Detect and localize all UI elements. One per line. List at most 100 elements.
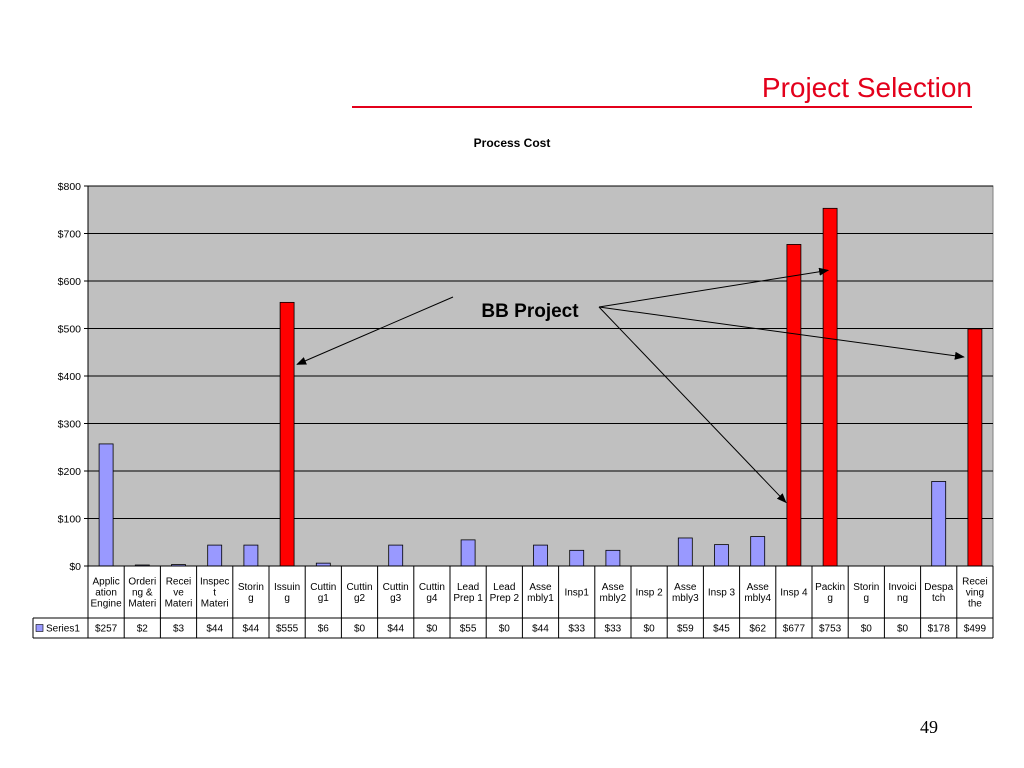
value-label: $0 — [354, 624, 366, 635]
bar-5 — [279, 301, 295, 567]
category-label: Asse — [674, 582, 697, 593]
category-label: g2 — [354, 593, 366, 604]
category-label: Engine — [91, 599, 123, 610]
category-label: g1 — [318, 593, 330, 604]
value-label: $0 — [499, 624, 511, 635]
value-label: $44 — [206, 624, 223, 635]
value-label: $0 — [897, 624, 909, 635]
category-label: g — [864, 593, 870, 604]
category-label: g — [284, 593, 290, 604]
bar-23 — [931, 481, 947, 567]
value-label: $44 — [243, 624, 260, 635]
process-cost-chart: Process Cost $0$100$200$300$400$500$600$… — [32, 136, 994, 639]
category-label: Storin — [238, 582, 264, 593]
category-label: Lead — [457, 582, 479, 593]
category-label: Prep 1 — [453, 593, 483, 604]
category-label: Issuin — [274, 582, 300, 593]
annotation-label: BB Project — [481, 301, 579, 322]
category-label: Materi — [201, 599, 229, 610]
bar-17 — [714, 544, 729, 567]
value-label: $55 — [460, 624, 477, 635]
category-label: Storin — [853, 582, 879, 593]
value-label: $499 — [964, 624, 987, 635]
category-label: mbly4 — [744, 593, 771, 604]
category-label: tch — [932, 593, 945, 604]
bar-13 — [569, 549, 585, 567]
y-tick-label: $500 — [58, 324, 82, 336]
category-label: Materi — [128, 599, 156, 610]
category-label: Asse — [602, 582, 625, 593]
y-tick-label: $0 — [69, 561, 81, 573]
y-axis-ticks: $0 $100 $200 $300 $400 $500 $600 $700 $800 — [58, 181, 89, 573]
value-label: $59 — [677, 624, 694, 635]
value-label: $555 — [276, 624, 299, 635]
bar-10 — [460, 539, 476, 567]
category-label: Cuttin — [346, 582, 372, 593]
category-label: the — [968, 599, 982, 610]
category-label: Materi — [165, 599, 193, 610]
y-tick-label: $600 — [58, 276, 82, 288]
y-tick-label: $200 — [58, 466, 82, 478]
legend-series-name: Series1 — [46, 624, 80, 635]
annotation-arrow — [598, 267, 830, 308]
value-label: $6 — [318, 624, 330, 635]
bars — [98, 207, 983, 567]
value-label: $44 — [532, 624, 549, 635]
bar-3 — [207, 544, 223, 567]
value-label: $257 — [95, 624, 118, 635]
category-label: g3 — [390, 593, 402, 604]
value-label: $677 — [783, 624, 806, 635]
value-label: $753 — [819, 624, 842, 635]
chart-title: Process Cost — [474, 136, 551, 150]
category-label: ve — [173, 588, 184, 599]
value-label: $178 — [928, 624, 951, 635]
category-label: g4 — [426, 593, 438, 604]
y-tick-label: $800 — [58, 181, 82, 193]
value-label: $45 — [713, 624, 730, 635]
annotation-arrow — [598, 306, 965, 360]
value-label: $44 — [387, 624, 404, 635]
bar-19 — [786, 244, 802, 567]
category-label: ng & — [132, 588, 153, 599]
bar-24 — [967, 328, 983, 567]
value-label: $2 — [137, 624, 149, 635]
y-tick-label: $300 — [58, 419, 82, 431]
value-label: $3 — [173, 624, 185, 635]
category-label: Insp 2 — [635, 588, 663, 599]
category-label: Cuttin — [419, 582, 445, 593]
category-label: Insp1 — [564, 588, 589, 599]
value-label: $0 — [861, 624, 873, 635]
bar-16 — [677, 537, 693, 567]
bar-20 — [822, 207, 838, 567]
category-label: ng — [897, 593, 908, 604]
page-number: 49 — [920, 717, 938, 737]
bar-18 — [750, 536, 766, 567]
category-label: Recei — [962, 577, 988, 588]
bar-0 — [98, 443, 114, 567]
category-label: Cuttin — [310, 582, 336, 593]
bar-14 — [605, 549, 621, 567]
legend-swatch — [35, 624, 44, 632]
y-tick-label: $400 — [58, 371, 82, 383]
category-label: mbly2 — [600, 593, 627, 604]
category-label: g — [248, 593, 254, 604]
bar-8 — [388, 544, 404, 567]
annotation-arrow — [296, 296, 454, 365]
category-label: Prep 2 — [490, 593, 520, 604]
bb-project-annotation: BB Project — [296, 267, 965, 504]
value-label: $33 — [605, 624, 622, 635]
y-tick-label: $700 — [58, 229, 82, 241]
category-label: Insp 4 — [780, 588, 808, 599]
category-label: Asse — [747, 582, 770, 593]
title-underline — [352, 106, 972, 108]
category-label: Applic — [92, 577, 119, 588]
annotation-arrow — [598, 306, 787, 504]
y-tick-label: $100 — [58, 514, 82, 526]
category-label: Orderi — [128, 577, 156, 588]
category-label: mbly1 — [527, 593, 554, 604]
value-label: $33 — [568, 624, 585, 635]
category-label: ving — [966, 588, 984, 599]
category-label: g — [827, 593, 833, 604]
category-label: Inspec — [200, 577, 229, 588]
